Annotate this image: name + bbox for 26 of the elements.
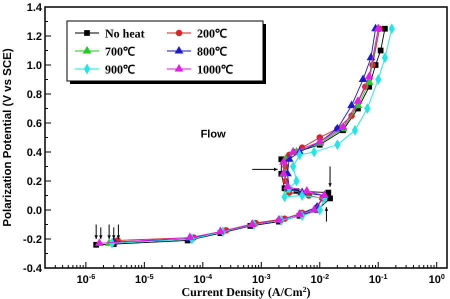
y-tick-label: 0.4 <box>26 147 43 159</box>
x-axis-title: Current Density (A/Cm$^{2}$) <box>181 284 311 299</box>
y-tick-label: 0.2 <box>26 176 42 188</box>
x-tick-label: 10$^{-6}$ <box>76 273 96 286</box>
legend-label: 900℃ <box>105 62 135 76</box>
legend-label: No heat <box>105 26 145 40</box>
y-tick-label: 1.4 <box>26 2 43 14</box>
y-tick-label: -0.4 <box>23 263 43 275</box>
y-tick-label: 1.2 <box>26 31 42 43</box>
x-tick-label: 10$^{-4}$ <box>194 273 212 286</box>
x-tick-label: 10$^{-1}$ <box>368 273 388 286</box>
y-tick-label: 0.6 <box>26 118 42 130</box>
y-tick-label: 0.0 <box>26 205 42 217</box>
x-tick-label: 10$^{-3}$ <box>252 273 271 286</box>
x-tick-label: 10$^{0}$ <box>428 273 445 286</box>
legend-label: 1000℃ <box>197 62 233 76</box>
x-tick-label: 10$^{-5}$ <box>135 273 154 286</box>
annotation: Flow <box>200 128 226 140</box>
y-axis-title: Polarization Potential (V vs SCE) <box>2 48 14 227</box>
y-tick-label: 1.0 <box>26 60 42 72</box>
x-tick-label: 10$^{-2}$ <box>310 273 330 286</box>
y-tick-label: -0.2 <box>23 234 42 246</box>
legend-label: 700℃ <box>105 44 135 58</box>
legend-label: 200℃ <box>197 26 227 40</box>
legend-label: 800℃ <box>197 44 227 58</box>
y-tick-label: 0.8 <box>26 89 42 101</box>
